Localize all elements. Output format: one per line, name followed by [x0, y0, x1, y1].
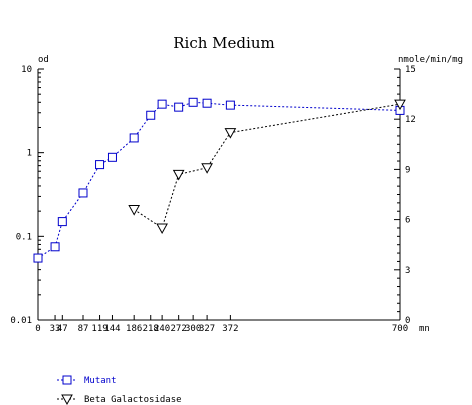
x-tick-label: 327 [199, 324, 215, 334]
data-point-triangle [201, 163, 213, 174]
right-tick-label: 6 [405, 216, 410, 226]
legend-label: Beta Galactosidase [84, 395, 182, 405]
right-tick-label: 3 [405, 266, 410, 276]
x-tick-label: 186 [126, 324, 142, 334]
x-tick-label: 87 [78, 324, 89, 334]
right-tick-label: 15 [405, 65, 416, 75]
data-point-triangle [128, 205, 141, 216]
x-axis-unit: mn [419, 324, 430, 334]
x-tick-label: 119 [91, 324, 107, 334]
data-point-square [202, 98, 212, 108]
right-axis-unit: nmole/min/mg [398, 55, 463, 65]
data-point-square [146, 110, 156, 120]
legend-triangle-marker [61, 394, 73, 405]
data-point-square [107, 152, 117, 162]
chart-title: Rich Medium [173, 34, 274, 52]
series-line [37, 101, 401, 259]
x-tick-label: 33 [50, 324, 61, 334]
data-point-square [33, 253, 43, 263]
data-point-triangle [394, 99, 406, 111]
x-tick-label: 272 [171, 324, 187, 334]
legend-square-marker [62, 375, 72, 385]
data-point-square [157, 99, 167, 109]
data-point-square [78, 188, 88, 198]
data-point-square [95, 160, 105, 170]
right-tick-label: 0 [405, 316, 410, 326]
x-tick-label: 218 [143, 324, 159, 334]
x-tick-label: 47 [57, 324, 68, 334]
data-point-square [50, 242, 60, 252]
data-point-triangle [156, 223, 168, 234]
right-tick-label: 9 [405, 165, 410, 175]
x-tick-label: 240 [154, 324, 170, 334]
left-tick-label: 10 [21, 65, 32, 75]
legend: Mutant Beta Galactosidase [57, 375, 182, 405]
left-tick-label: 0.01 [10, 316, 32, 326]
x-tick-label: 144 [104, 324, 120, 334]
data-point-square [57, 217, 67, 227]
data-point-square [225, 100, 235, 110]
right-tick-label: 12 [405, 115, 416, 125]
legend-label: Mutant [84, 376, 117, 386]
x-tick-label: 700 [392, 324, 408, 334]
x-tick-label: 0 [35, 324, 40, 334]
x-tick-label: 300 [185, 324, 201, 334]
x-tick-label: 372 [222, 324, 238, 334]
series-line [133, 103, 401, 229]
data-point-triangle [224, 128, 237, 139]
data-point-triangle [172, 169, 185, 181]
left-axis-unit: od [38, 55, 49, 65]
left-tick-label: 1 [27, 149, 32, 159]
data-point-square [174, 102, 184, 112]
data-point-square [188, 97, 198, 107]
series-layer [33, 97, 406, 263]
data-point-square [129, 133, 139, 143]
left-tick-label: 0.1 [16, 232, 32, 242]
